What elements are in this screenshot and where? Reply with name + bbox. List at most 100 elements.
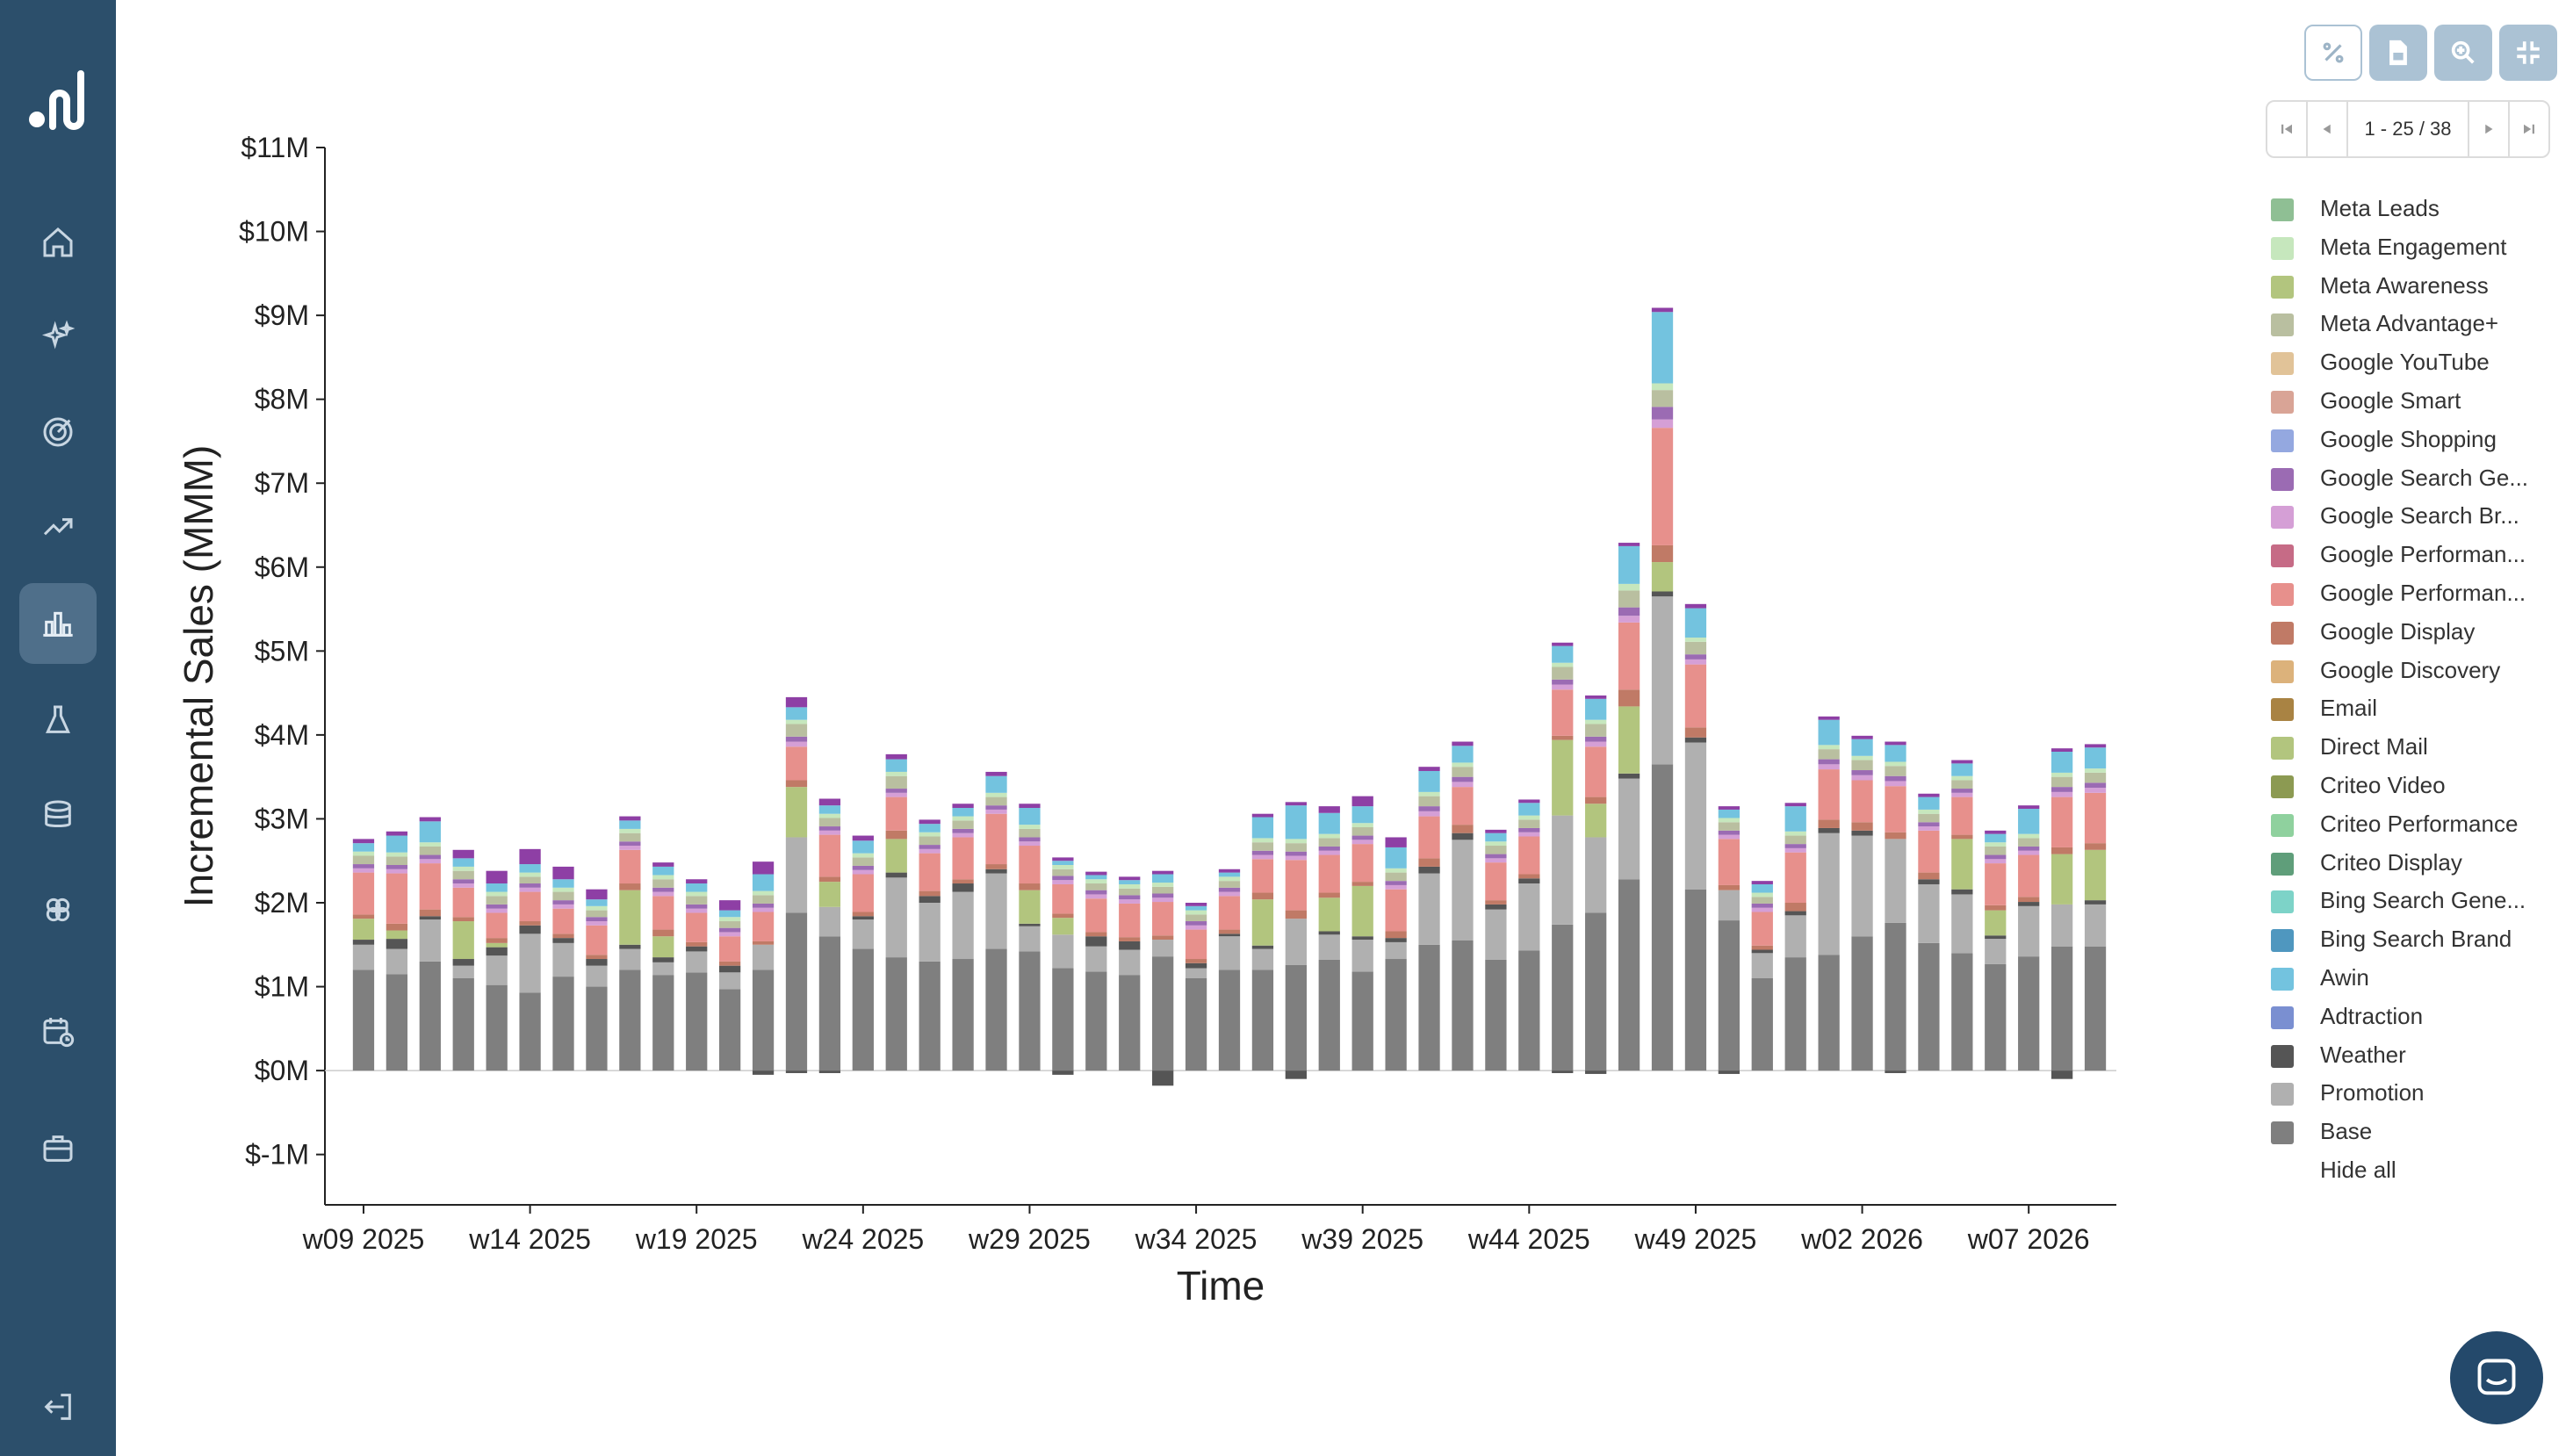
bar-segment — [652, 862, 674, 867]
export-csv-button[interactable] — [2369, 25, 2427, 81]
nav-logout[interactable] — [19, 1366, 97, 1447]
hide-all-link[interactable]: Hide all — [2320, 1156, 2396, 1183]
bar-segment — [818, 834, 841, 877]
legend-item[interactable]: Email — [2269, 691, 2568, 730]
bar-segment — [919, 819, 941, 825]
nav-brain[interactable] — [19, 869, 97, 950]
legend-item[interactable]: Adtraction — [2269, 999, 2568, 1038]
legend-item[interactable]: Direct Mail — [2269, 730, 2568, 768]
y-tick-label: $8M — [255, 384, 309, 415]
nav-insights[interactable] — [19, 297, 97, 378]
legend-item[interactable]: Criteo Performance — [2269, 807, 2568, 846]
bar-segment — [1618, 706, 1640, 774]
nav-data[interactable] — [19, 775, 97, 855]
bar-segment — [1285, 851, 1307, 856]
bar-segment — [2018, 905, 2040, 957]
nav-schedule[interactable] — [19, 991, 97, 1071]
legend-item[interactable]: Base — [2269, 1114, 2568, 1153]
nav-charts[interactable] — [19, 583, 97, 664]
legend-label: Base — [2320, 1118, 2373, 1145]
bar-segment — [1052, 1070, 1074, 1075]
chat-launcher-button[interactable] — [2450, 1331, 2543, 1424]
bar-segment — [818, 906, 841, 937]
percent-toggle-button[interactable] — [2304, 25, 2362, 81]
bar-segment — [718, 927, 741, 933]
legend-swatch — [2271, 698, 2294, 722]
last-page-button[interactable] — [2508, 102, 2548, 156]
bar-segment — [885, 830, 907, 840]
y-tick-label: $6M — [255, 551, 309, 583]
bar-segment — [1518, 803, 1540, 816]
bar-segment — [1518, 799, 1540, 804]
bar-segment — [452, 917, 474, 922]
legend-item[interactable]: Weather — [2269, 1038, 2568, 1077]
bar-segment — [885, 877, 907, 958]
bar-segment — [1351, 827, 1373, 836]
brain-icon — [46, 897, 70, 922]
legend-item[interactable]: Google Smart — [2269, 384, 2568, 422]
bar-segment — [952, 879, 974, 884]
bar-segment — [652, 866, 674, 876]
nav-targets[interactable] — [19, 392, 97, 472]
legend-item[interactable]: Google Performan... — [2269, 537, 2568, 576]
bar-segment — [552, 891, 574, 901]
bar-segment — [519, 872, 541, 877]
legend-item[interactable]: Meta Engagement — [2269, 230, 2568, 269]
legend-item[interactable]: Meta Awareness — [2269, 269, 2568, 307]
prev-page-button[interactable] — [2308, 102, 2348, 156]
legend-item[interactable]: Criteo Video — [2269, 768, 2568, 807]
legend-item[interactable]: Google Discovery — [2269, 653, 2568, 692]
bar-segment — [2018, 897, 2040, 903]
bar-segment — [752, 874, 775, 891]
legend-item[interactable]: Bing Search Brand — [2269, 922, 2568, 961]
legend-label: Criteo Display — [2320, 848, 2462, 876]
bar-segment — [352, 839, 375, 844]
bar-segment — [1285, 802, 1307, 806]
bar-segment — [619, 890, 641, 945]
legend-item[interactable]: Meta Advantage+ — [2269, 306, 2568, 345]
bar-segment — [486, 891, 508, 897]
legend-item[interactable]: Google Performan... — [2269, 576, 2568, 615]
next-page-button[interactable] — [2468, 102, 2508, 156]
legend-swatch — [2271, 582, 2294, 606]
bar-segment — [1751, 907, 1773, 912]
bar-segment — [352, 855, 375, 865]
bar-segment — [1718, 818, 1741, 823]
legend-item[interactable]: Meta Leads — [2269, 191, 2568, 230]
legend-swatch — [2271, 737, 2294, 760]
legend-item[interactable]: Bing Search Gene... — [2269, 883, 2568, 922]
bar-segment — [652, 891, 674, 897]
legend-item[interactable]: Google Search Br... — [2269, 499, 2568, 537]
next-page-icon — [2485, 124, 2493, 134]
bar-segment — [1818, 759, 1840, 765]
bar-segment — [619, 846, 641, 850]
bar-segment — [1185, 978, 1207, 1071]
legend-item[interactable]: Google Shopping — [2269, 422, 2568, 461]
legend-item[interactable]: Criteo Display — [2269, 846, 2568, 884]
nav-trends[interactable] — [19, 487, 97, 567]
bar-segment — [1918, 809, 1940, 814]
legend-item[interactable]: Google YouTube — [2269, 345, 2568, 384]
collapse-button[interactable] — [2499, 25, 2557, 81]
bar-segment — [1452, 787, 1474, 825]
bar-segment — [2050, 748, 2073, 752]
bar-segment — [686, 904, 708, 909]
app-logo[interactable] — [26, 65, 90, 130]
nav-home[interactable] — [19, 202, 97, 283]
bar-segment — [1885, 1070, 1906, 1073]
legend-item[interactable]: Google Display — [2269, 615, 2568, 653]
zoom-button[interactable] — [2434, 25, 2492, 81]
legend-item[interactable]: Promotion — [2269, 1076, 2568, 1114]
bar-segment — [1851, 755, 1873, 760]
bar-segment — [1218, 881, 1241, 888]
bar-segment — [619, 828, 641, 833]
legend-item[interactable]: Awin — [2269, 961, 2568, 999]
bar-segment — [1851, 775, 1873, 781]
bar-segment — [1552, 735, 1574, 740]
nav-workspace[interactable] — [19, 1108, 97, 1189]
first-page-button[interactable] — [2267, 102, 2308, 156]
bar-segment — [486, 908, 508, 913]
legend-item[interactable]: Google Search Ge... — [2269, 461, 2568, 500]
nav-experiments[interactable] — [19, 680, 97, 760]
legend-label: Bing Search Gene... — [2320, 887, 2526, 914]
